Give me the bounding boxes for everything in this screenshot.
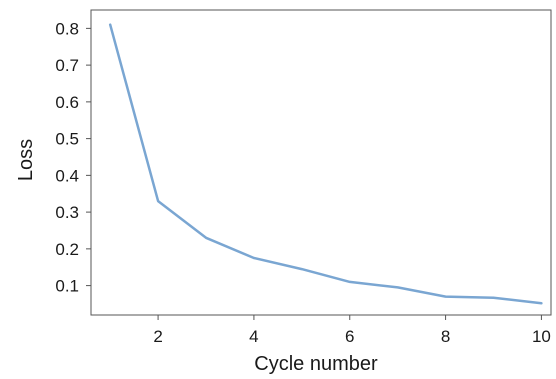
x-tick-label: 4 xyxy=(249,327,258,346)
y-tick-label: 0.2 xyxy=(55,240,79,259)
y-axis-ticks: 0.1 0.2 0.3 0.4 0.5 0.6 0.7 0.8 xyxy=(55,19,91,296)
x-tick-label: 6 xyxy=(345,327,354,346)
x-tick-label: 8 xyxy=(441,327,450,346)
plot-frame xyxy=(90,9,552,316)
x-axis-title: Cycle number xyxy=(254,353,378,375)
y-tick-label: 0.7 xyxy=(55,56,79,75)
x-axis-ticks: 2 4 6 8 10 xyxy=(153,315,551,346)
x-tick-label: 10 xyxy=(532,327,551,346)
y-tick-label: 0.3 xyxy=(55,203,79,222)
y-axis-title: Loss xyxy=(15,139,37,181)
y-tick-label: 0.4 xyxy=(55,166,79,185)
y-tick-label: 0.8 xyxy=(55,19,79,38)
y-tick-label: 0.6 xyxy=(55,93,79,112)
x-tick-label: 2 xyxy=(153,327,162,346)
series-layer xyxy=(108,23,543,305)
loss-series-line xyxy=(108,23,543,305)
y-tick-label: 0.1 xyxy=(55,277,79,296)
y-tick-label: 0.5 xyxy=(55,130,79,149)
